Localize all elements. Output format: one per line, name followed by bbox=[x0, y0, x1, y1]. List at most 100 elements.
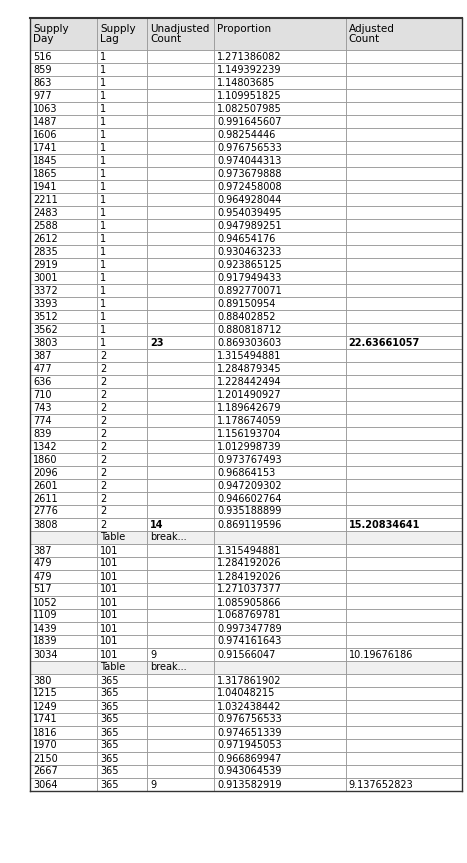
Bar bbox=[147, 414, 214, 427]
Text: 1: 1 bbox=[100, 221, 106, 230]
Bar bbox=[147, 752, 214, 765]
Bar bbox=[30, 440, 97, 453]
Bar bbox=[147, 167, 214, 180]
Text: 2: 2 bbox=[100, 402, 106, 413]
Bar bbox=[30, 778, 97, 791]
Text: 1: 1 bbox=[100, 247, 106, 256]
Bar bbox=[346, 271, 462, 284]
Text: 1.315494881: 1.315494881 bbox=[217, 545, 281, 556]
Bar bbox=[346, 206, 462, 219]
Text: 2667: 2667 bbox=[33, 766, 58, 777]
Bar bbox=[30, 713, 97, 726]
Bar bbox=[30, 648, 97, 661]
Text: 0.880818712: 0.880818712 bbox=[217, 324, 282, 335]
Text: 1342: 1342 bbox=[33, 442, 58, 451]
Text: 2: 2 bbox=[100, 468, 106, 477]
Bar bbox=[30, 18, 97, 50]
Bar bbox=[30, 349, 97, 362]
Bar bbox=[214, 258, 346, 271]
Text: 479: 479 bbox=[33, 571, 52, 582]
Bar bbox=[147, 700, 214, 713]
Bar bbox=[30, 765, 97, 778]
Text: 3562: 3562 bbox=[33, 324, 58, 335]
Bar bbox=[30, 401, 97, 414]
Text: 3064: 3064 bbox=[33, 779, 58, 790]
Bar bbox=[30, 154, 97, 167]
Text: 3803: 3803 bbox=[33, 337, 58, 348]
Text: 1: 1 bbox=[100, 104, 106, 114]
Bar bbox=[30, 739, 97, 752]
Bar bbox=[214, 128, 346, 141]
Bar bbox=[346, 323, 462, 336]
Bar bbox=[97, 245, 147, 258]
Bar bbox=[346, 349, 462, 362]
Text: 1052: 1052 bbox=[33, 597, 58, 608]
Bar bbox=[97, 609, 147, 622]
Bar bbox=[97, 479, 147, 492]
Text: 1487: 1487 bbox=[33, 117, 58, 127]
Text: 477: 477 bbox=[33, 363, 52, 374]
Bar bbox=[30, 557, 97, 570]
Text: 2588: 2588 bbox=[33, 221, 58, 230]
Text: 1839: 1839 bbox=[33, 637, 58, 646]
Bar bbox=[147, 375, 214, 388]
Bar bbox=[147, 505, 214, 518]
Text: 1.04048215: 1.04048215 bbox=[217, 689, 276, 698]
Text: 710: 710 bbox=[33, 389, 52, 400]
Bar bbox=[214, 414, 346, 427]
Bar bbox=[30, 128, 97, 141]
Bar bbox=[30, 466, 97, 479]
Bar bbox=[214, 440, 346, 453]
Bar bbox=[30, 505, 97, 518]
Bar bbox=[147, 63, 214, 76]
Bar bbox=[147, 50, 214, 63]
Bar bbox=[30, 752, 97, 765]
Text: 1: 1 bbox=[100, 78, 106, 87]
Text: 2: 2 bbox=[100, 507, 106, 516]
Bar bbox=[30, 687, 97, 700]
Text: 3512: 3512 bbox=[33, 312, 58, 322]
Text: 2: 2 bbox=[100, 520, 106, 530]
Bar bbox=[346, 674, 462, 687]
Bar bbox=[97, 63, 147, 76]
Text: 1: 1 bbox=[100, 155, 106, 166]
Bar bbox=[214, 479, 346, 492]
Bar bbox=[30, 453, 97, 466]
Text: 0.869119596: 0.869119596 bbox=[217, 520, 281, 530]
Bar bbox=[147, 674, 214, 687]
Bar bbox=[147, 726, 214, 739]
Bar bbox=[97, 89, 147, 102]
Bar bbox=[30, 544, 97, 557]
Bar bbox=[97, 154, 147, 167]
Bar bbox=[346, 167, 462, 180]
Text: 2611: 2611 bbox=[33, 494, 58, 503]
Bar bbox=[97, 752, 147, 765]
Text: 1.149392239: 1.149392239 bbox=[217, 65, 282, 74]
Bar bbox=[97, 778, 147, 791]
Text: 0.89150954: 0.89150954 bbox=[217, 299, 276, 308]
Bar bbox=[346, 245, 462, 258]
Text: 9: 9 bbox=[150, 779, 156, 790]
Bar bbox=[30, 609, 97, 622]
Bar bbox=[346, 752, 462, 765]
Text: 9: 9 bbox=[150, 650, 156, 659]
Bar bbox=[30, 622, 97, 635]
Bar bbox=[346, 193, 462, 206]
Text: 2211: 2211 bbox=[33, 194, 58, 205]
Bar bbox=[97, 440, 147, 453]
Text: 0.917949433: 0.917949433 bbox=[217, 273, 281, 282]
Bar bbox=[214, 427, 346, 440]
Bar bbox=[97, 50, 147, 63]
Bar bbox=[214, 219, 346, 232]
Bar bbox=[346, 518, 462, 531]
Text: 3001: 3001 bbox=[33, 273, 58, 282]
Text: Table: Table bbox=[100, 532, 126, 543]
Bar bbox=[147, 310, 214, 323]
Text: 1: 1 bbox=[100, 181, 106, 192]
Bar bbox=[214, 336, 346, 349]
Text: 387: 387 bbox=[33, 545, 52, 556]
Bar bbox=[30, 141, 97, 154]
Bar bbox=[214, 778, 346, 791]
Bar bbox=[214, 349, 346, 362]
Bar bbox=[97, 427, 147, 440]
